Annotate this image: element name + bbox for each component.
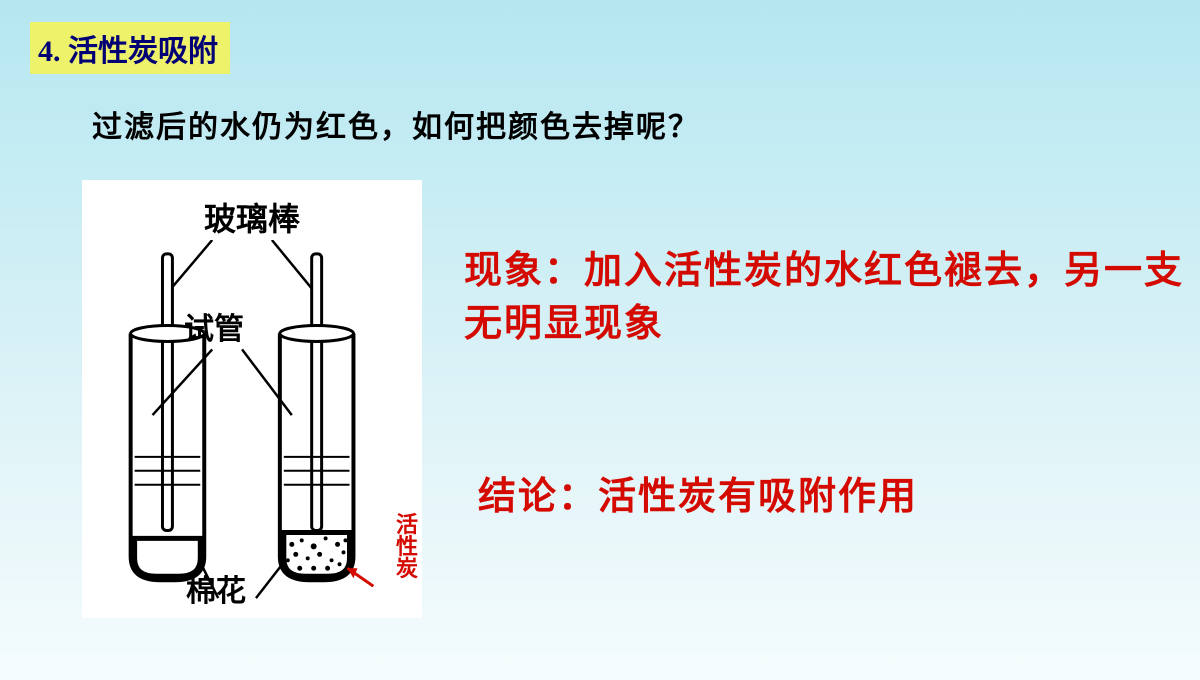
conclusion-text: 结论：活性炭有吸附作用 bbox=[478, 465, 918, 520]
charcoal-char-2: 性 bbox=[396, 536, 418, 558]
observation-text: 现象：加入活性炭的水红色褪去，另一支无明显现象 bbox=[464, 245, 1200, 351]
charcoal-char-1: 活 bbox=[396, 514, 418, 536]
test-tube-svg bbox=[82, 240, 422, 618]
label-glass-rod: 玻璃棒 bbox=[204, 194, 300, 240]
section-title: 4. 活性炭吸附 bbox=[30, 22, 230, 74]
label-cotton: 棉花 bbox=[186, 566, 246, 610]
label-charcoal: 活 性 炭 bbox=[396, 514, 418, 580]
experiment-diagram: 玻璃棒 bbox=[82, 180, 422, 618]
charcoal-char-3: 炭 bbox=[396, 558, 418, 580]
question-text: 过滤后的水仍为红色，如何把颜色去掉呢？ bbox=[92, 102, 700, 146]
label-test-tube: 试管 bbox=[184, 304, 244, 348]
